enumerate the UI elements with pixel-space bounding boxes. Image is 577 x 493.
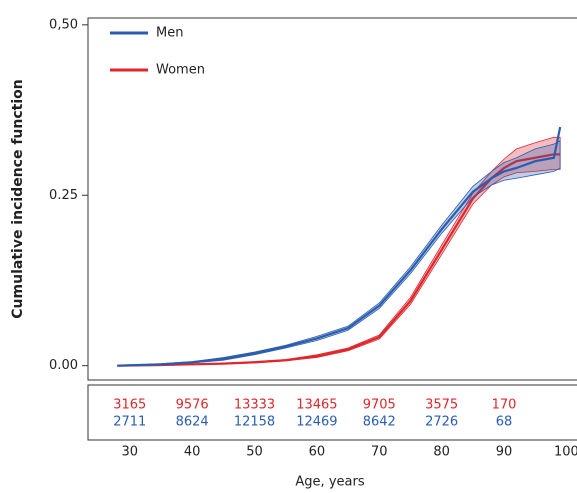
at-risk-count: 2711: [113, 415, 146, 430]
x-tick-label: 30: [122, 445, 139, 460]
line: [117, 126, 562, 367]
y-tick-label: 0.25: [49, 188, 78, 203]
y-tick-label: 0,50: [49, 17, 78, 32]
x-tick-label: 40: [184, 445, 201, 460]
x-tick-label: 70: [371, 445, 388, 460]
risk-table-frame: [87, 384, 577, 441]
at-risk-count: 68: [496, 415, 513, 430]
at-risk-count: 3575: [425, 398, 458, 413]
y-axis-label: Cumulative incidence function: [10, 79, 26, 318]
at-risk-count: 13465: [296, 398, 337, 413]
x-tick-label: 60: [309, 445, 326, 460]
x-tick-label: 100: [554, 445, 577, 460]
x-axis-label: Age, years: [295, 475, 364, 490]
legend-label: Men: [156, 26, 183, 41]
x-tick-label: 50: [246, 445, 263, 460]
at-risk-count: 8642: [363, 415, 396, 430]
at-risk-count: 9705: [363, 398, 396, 413]
at-risk-count: 8624: [176, 415, 209, 430]
x-tick-label: 80: [433, 445, 450, 460]
at-risk-count: 12158: [234, 415, 275, 430]
plot-frame: [87, 17, 577, 381]
at-risk-count: 12469: [296, 415, 337, 430]
at-risk-count: 2726: [425, 415, 458, 430]
at-risk-count: 13333: [234, 398, 275, 413]
legend-label: Women: [156, 63, 205, 78]
confidence-band: [117, 140, 561, 367]
at-risk-count: 3165: [113, 398, 146, 413]
y-tick-label: 0.00: [49, 358, 78, 373]
x-tick-label: 90: [496, 445, 513, 460]
line: [117, 153, 561, 367]
at-risk-count: 9576: [176, 398, 209, 413]
at-risk-count: 170: [492, 398, 517, 413]
